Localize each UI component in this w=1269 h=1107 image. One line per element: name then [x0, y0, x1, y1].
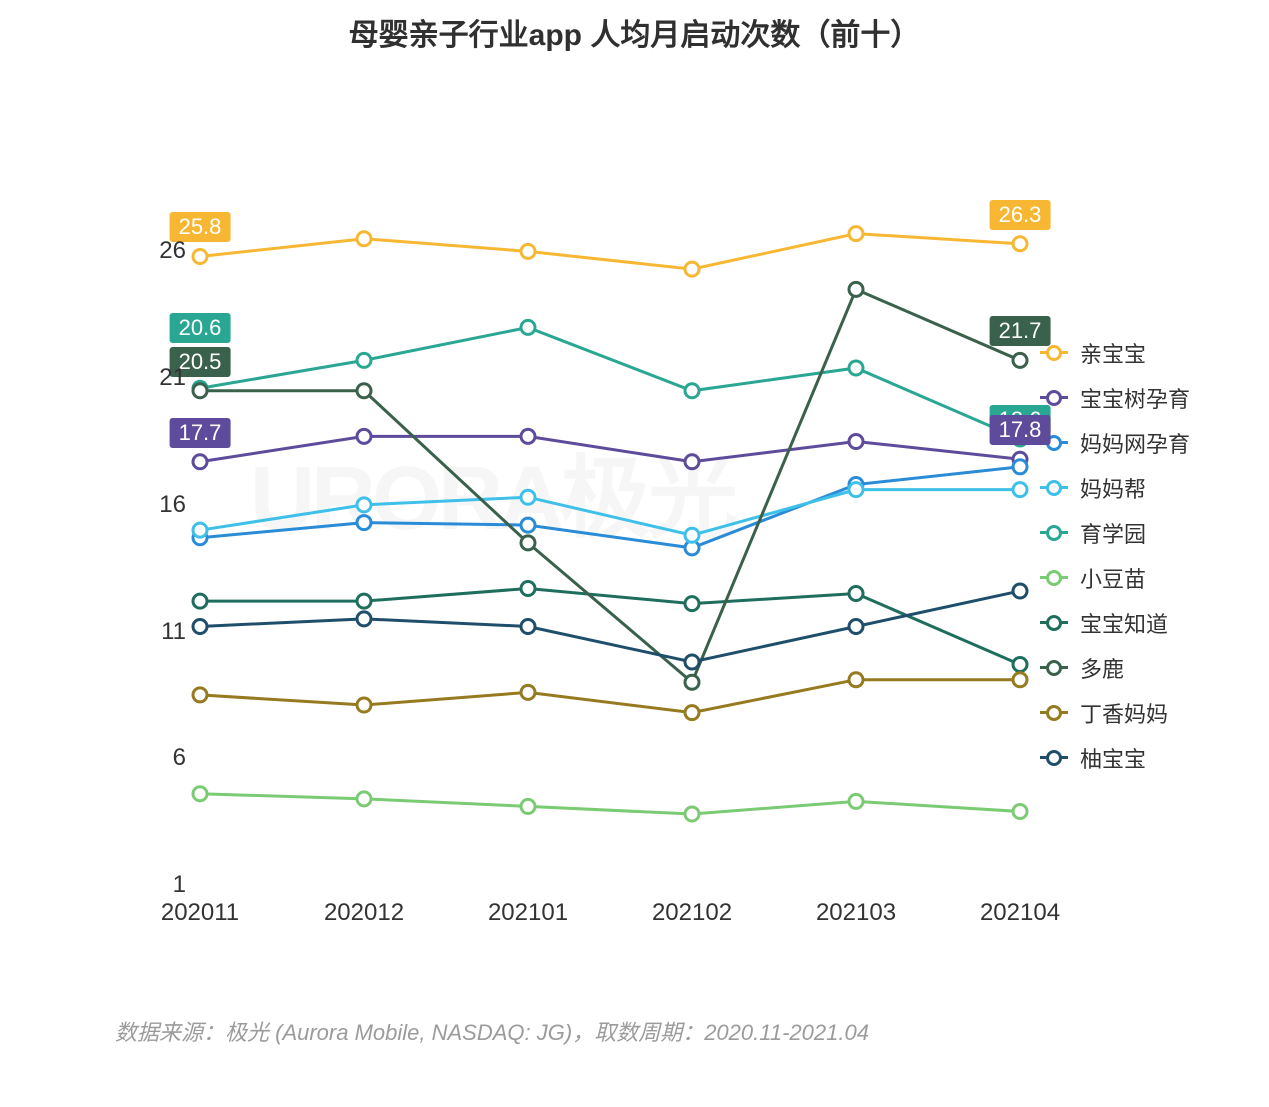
- y-axis-tick-label: 6: [173, 744, 186, 772]
- legend-label: 宝宝知道: [1080, 607, 1168, 639]
- legend-item: 妈妈帮: [1040, 465, 1190, 510]
- legend-marker-icon: [1040, 396, 1068, 399]
- legend-item: 亲宝宝: [1040, 330, 1190, 375]
- legend-label: 妈妈网孕育: [1080, 427, 1190, 459]
- legend-label: 亲宝宝: [1080, 337, 1146, 369]
- data-label: 17.8: [990, 415, 1051, 445]
- legend-label: 妈妈帮: [1080, 472, 1146, 504]
- legend-label: 柚宝宝: [1080, 742, 1146, 774]
- legend-marker-icon: [1040, 711, 1068, 714]
- y-axis-tick-label: 1: [173, 871, 186, 899]
- legend-marker-icon: [1040, 576, 1068, 579]
- legend-label: 丁香妈妈: [1080, 697, 1168, 729]
- legend-label: 宝宝树孕育: [1080, 382, 1190, 414]
- legend-item: 育学园: [1040, 510, 1190, 555]
- x-axis-tick-label: 202103: [816, 899, 896, 927]
- x-axis-tick-label: 202104: [980, 899, 1060, 927]
- legend-marker-icon: [1040, 531, 1068, 534]
- legend-label: 育学园: [1080, 517, 1146, 549]
- y-axis-tick-label: 16: [159, 491, 186, 519]
- legend-marker-icon: [1040, 666, 1068, 669]
- legend-item: 宝宝知道: [1040, 600, 1190, 645]
- legend-marker-icon: [1040, 756, 1068, 759]
- legend-marker-icon: [1040, 351, 1068, 354]
- x-axis-tick-label: 202011: [161, 899, 239, 927]
- legend-item: 妈妈网孕育: [1040, 420, 1190, 465]
- chart-container: 母婴亲子行业app 人均月启动次数（前十） URORA极光 亲宝宝宝宝树孕育妈妈…: [0, 0, 1269, 1107]
- legend-label: 多鹿: [1080, 652, 1124, 684]
- legend-label: 小豆苗: [1080, 562, 1146, 594]
- legend-item: 小豆苗: [1040, 555, 1190, 600]
- data-label: 21.7: [990, 316, 1051, 346]
- legend-marker-icon: [1040, 486, 1068, 489]
- x-axis-tick-label: 202102: [652, 899, 732, 927]
- y-axis-tick-label: 21: [159, 364, 186, 392]
- x-axis-tick-label: 202101: [488, 899, 568, 927]
- data-label: 17.7: [170, 418, 231, 448]
- legend-item: 丁香妈妈: [1040, 690, 1190, 735]
- y-axis-tick-label: 26: [159, 237, 186, 265]
- x-axis-tick-label: 202012: [324, 899, 404, 927]
- legend: 亲宝宝宝宝树孕育妈妈网孕育妈妈帮育学园小豆苗宝宝知道多鹿丁香妈妈柚宝宝: [1040, 330, 1190, 780]
- legend-item: 柚宝宝: [1040, 735, 1190, 780]
- source-text: 数据来源：极光 (Aurora Mobile, NASDAQ: JG)，取数周期…: [115, 1015, 869, 1047]
- data-label: 20.6: [170, 313, 231, 343]
- legend-item: 宝宝树孕育: [1040, 375, 1190, 420]
- data-label: 26.3: [990, 200, 1051, 230]
- legend-marker-icon: [1040, 621, 1068, 624]
- legend-item: 多鹿: [1040, 645, 1190, 690]
- y-axis-tick-label: 11: [161, 618, 186, 646]
